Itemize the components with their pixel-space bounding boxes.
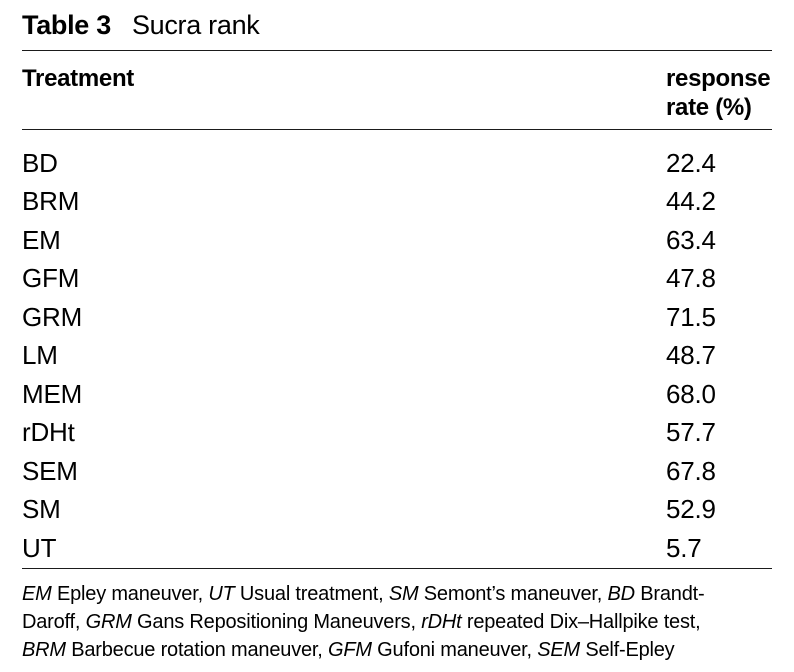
treatment-cell: SM — [22, 494, 61, 525]
column-header-treatment: Treatment — [22, 65, 135, 92]
footnote-text: Daroff, — [22, 611, 86, 633]
treatment-cell: UT — [22, 532, 57, 563]
footnote-abbreviation: UT — [208, 583, 235, 605]
footnote-abbreviation: BD — [607, 583, 636, 605]
response-rate-cell: 5.7 — [666, 532, 702, 563]
footnote-text: Usual treatment, — [234, 583, 389, 605]
footnote-line: EM Epley maneuver, UT Usual treatment, S… — [22, 580, 772, 608]
footnote-text: Epley maneuver, — [51, 583, 209, 605]
footnote-text: Gans Repositioning Maneuvers, — [131, 611, 422, 633]
table-label: Table 3 — [22, 10, 111, 40]
footnote-text: Self-Epley — [579, 639, 675, 661]
response-rate-cell: 22.4 — [666, 147, 716, 178]
response-rate-cell: 44.2 — [666, 186, 716, 217]
treatment-cell: SEM — [22, 455, 78, 486]
table-row: GFM 47.8 — [22, 260, 772, 299]
footnote-text: Gufoni maneuver, — [371, 639, 538, 661]
response-rate-cell: 47.8 — [666, 263, 716, 294]
footnote-abbreviation: SM — [388, 583, 419, 605]
table-row: BD 22.4 — [22, 144, 772, 183]
bottom-rule — [22, 568, 772, 569]
footnote-abbreviation: GRM — [85, 611, 132, 633]
table-row: SEM 67.8 — [22, 452, 772, 491]
table-row: BRM 44.2 — [22, 183, 772, 222]
table-title: Table 3 Sucra rank — [22, 0, 772, 50]
response-rate-cell: 57.7 — [666, 417, 716, 448]
table-row: MEM 68.0 — [22, 375, 772, 414]
table-row: EM 63.4 — [22, 221, 772, 260]
treatment-cell: EM — [22, 224, 61, 255]
treatment-cell: BRM — [22, 186, 80, 217]
response-rate-cell: 52.9 — [666, 494, 716, 525]
response-rate-cell: 63.4 — [666, 224, 716, 255]
top-rule — [22, 50, 772, 51]
footnote-text: repeated Dix–Hallpike test, — [461, 611, 701, 633]
treatment-cell: LM — [22, 340, 58, 371]
response-rate-cell: 48.7 — [666, 340, 716, 371]
treatment-cell: rDHt — [22, 417, 75, 448]
response-rate-cell: 71.5 — [666, 301, 716, 332]
footnote-abbreviation: GFM — [327, 639, 372, 661]
table-row: LM 48.7 — [22, 337, 772, 376]
footnote-abbreviation: BRM — [22, 639, 66, 661]
footnote-text: Semont’s maneuver, — [418, 583, 608, 605]
footnote-abbreviation: rDHt — [421, 611, 462, 633]
header-rule — [22, 129, 772, 130]
treatment-cell: MEM — [22, 378, 83, 409]
column-header-response-rate: response rate (%) — [666, 65, 771, 121]
table-body: BD 22.4 BRM 44.2 EM 63.4 GFM 47.8 GRM 71.5 LM 48.7 M… — [22, 130, 772, 568]
table-row: GRM 71.5 — [22, 298, 772, 337]
table-row: SM 52.9 — [22, 491, 772, 530]
treatment-cell: GRM — [22, 301, 83, 332]
footnote-abbreviation: SEM — [537, 639, 580, 661]
table-row: UT 5.7 — [22, 529, 772, 568]
response-rate-cell: 68.0 — [666, 378, 716, 409]
table-caption: Sucra rank — [131, 10, 260, 40]
response-rate-cell: 67.8 — [666, 455, 716, 486]
footnote-text: Barbecue rotation maneuver, — [65, 639, 328, 661]
table-header: Treatment response rate (%) — [22, 51, 772, 129]
footnote-text: Brandt- — [634, 583, 705, 605]
footnote: EM Epley maneuver, UT Usual treatment, S… — [22, 569, 772, 664]
footnote-line: BRM Barbecue rotation maneuver, GFM Gufo… — [22, 636, 772, 664]
footnote-line: Daroff, GRM Gans Repositioning Maneuvers… — [22, 608, 772, 636]
table-row: rDHt 57.7 — [22, 414, 772, 453]
treatment-cell: BD — [22, 147, 58, 178]
footnote-abbreviation: EM — [22, 583, 52, 605]
treatment-cell: GFM — [22, 263, 80, 294]
